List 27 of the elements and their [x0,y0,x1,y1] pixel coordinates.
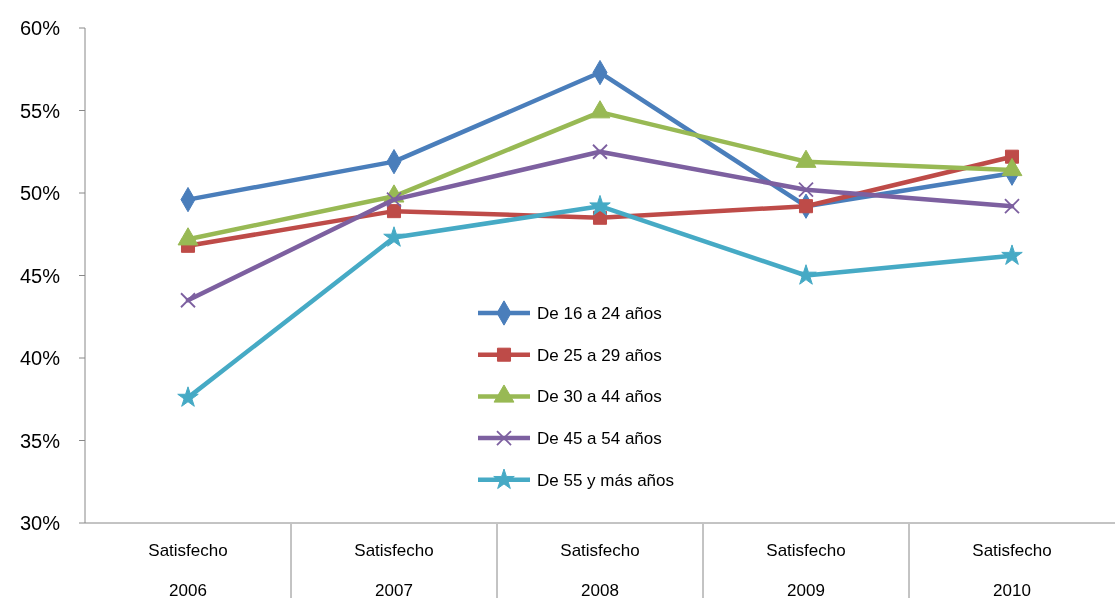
point [798,181,814,198]
y-tick-label: 35% [19,429,61,452]
y-tick-label: 45% [19,264,61,287]
y-tick-label: 30% [19,512,61,534]
category-label: Satisfecho 2008 [560,541,640,598]
category-label: Satisfecho 2007 [354,541,434,598]
y-tick-label: 50% [19,182,61,204]
legend-label: De 16 a 24 años [537,303,662,323]
category-label: Satisfecho 2010 [972,541,1052,598]
point [177,386,199,407]
point [798,199,814,214]
point [589,194,611,216]
point [1001,244,1023,265]
point [180,292,196,309]
category-label: Satisfecho 2006 [148,541,228,598]
point [383,226,405,247]
legend-label: De 25 a 29 años [537,345,662,365]
legend-label: De 45 a 54 años [537,429,662,449]
point [1004,198,1020,215]
legend-label: De 55 y más años [537,470,675,490]
y-tick-label: 40% [19,347,61,369]
category-label: Satisfecho 2009 [766,541,846,598]
y-tick-label: 55% [19,99,61,122]
point [592,143,608,160]
point [386,204,402,219]
y-tick-label: 60% [19,17,61,39]
legend-label: De 30 a 44 años [537,387,662,407]
